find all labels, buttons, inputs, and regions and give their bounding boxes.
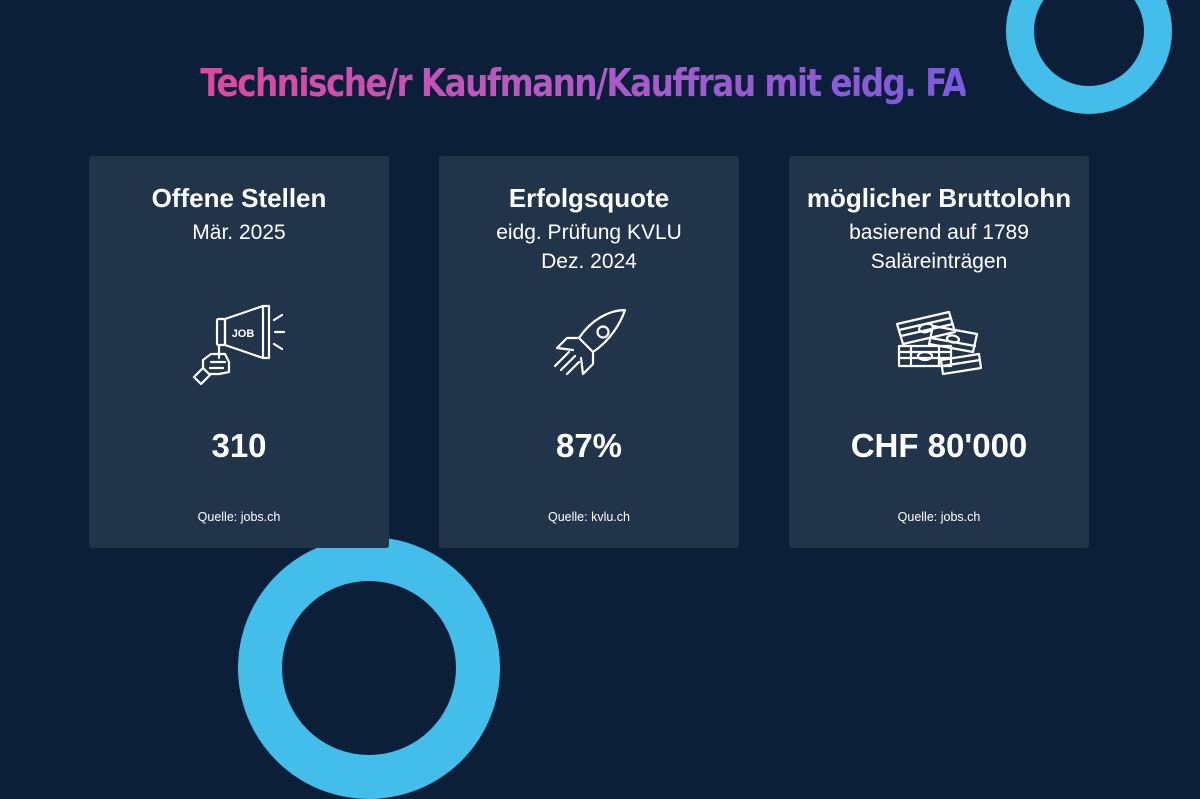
card-source: Quelle: jobs.ch	[897, 510, 981, 524]
card-source: Quelle: jobs.ch	[197, 510, 281, 524]
megaphone-label: JOB	[232, 328, 255, 340]
card-subtitle: basierend auf 1789	[849, 221, 1029, 244]
card-value: 310	[211, 427, 267, 464]
card-title: Offene Stellen	[151, 183, 327, 213]
decorative-ring-bottom	[238, 537, 500, 799]
card-subtitle-line-2: Dez. 2024	[541, 250, 637, 273]
card-title: möglicher Bruttolohn	[806, 183, 1072, 213]
card-subtitle-line-2: Saläreinträgen	[870, 250, 1008, 273]
stat-card-open-positions: Offene Stellen Mär. 2025 JOB 310 Quelle:…	[89, 156, 389, 548]
rocket-icon	[539, 302, 639, 392]
page-title: Technische/r Kaufmann/Kauffrau mit eidg.…	[200, 61, 967, 105]
card-title: Erfolgsquote	[508, 183, 670, 213]
card-subtitle: Mär. 2025	[192, 221, 286, 244]
card-subtitle: eidg. Prüfung KVLU	[496, 221, 682, 244]
card-value: 87%	[555, 427, 623, 464]
card-source: Quelle: kvlu.ch	[548, 510, 630, 524]
megaphone-job-icon: JOB	[189, 302, 289, 392]
card-value: CHF 80'000	[850, 427, 1028, 464]
stat-card-success-rate: Erfolgsquote eidg. Prüfung KVLU Dez. 202…	[439, 156, 739, 548]
stat-card-gross-salary: möglicher Bruttolohn basierend auf 1789 …	[789, 156, 1089, 548]
money-stack-icon	[889, 302, 989, 392]
